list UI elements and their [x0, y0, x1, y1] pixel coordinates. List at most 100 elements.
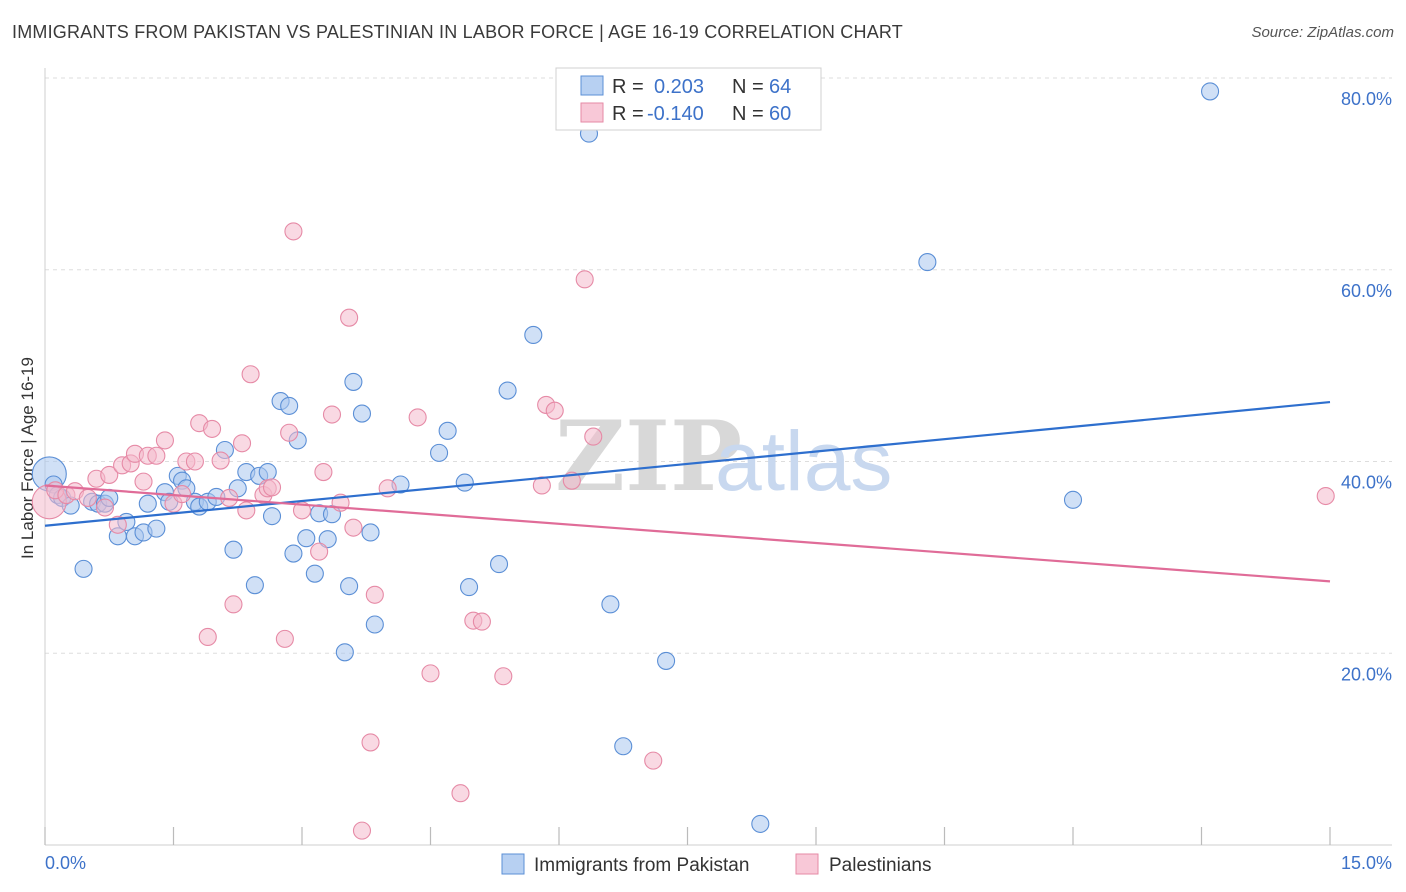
pakistan-point [224, 540, 243, 559]
palestinian-point [262, 478, 282, 497]
points-layer [31, 82, 1335, 840]
palestinian-point [147, 446, 166, 465]
palestinian-point [232, 434, 252, 453]
pakistan-point [305, 564, 324, 583]
pakistan-point [138, 494, 157, 513]
palestinian-point [421, 664, 440, 683]
pakistan-point [1201, 82, 1220, 101]
pakistan-point [459, 578, 479, 597]
pakistan-point [524, 325, 543, 344]
pakistan-point [318, 530, 337, 549]
palestinian-point [451, 784, 470, 803]
stats-legend: R = 0.203 N = 64 R = -0.140 N = 60 [555, 67, 822, 131]
source-label: Source: ZipAtlas.com [1251, 24, 1394, 41]
palestinian-point [241, 365, 260, 384]
palestinian-point [344, 518, 363, 537]
pakistan-point [601, 595, 620, 614]
palestinian-point [108, 515, 127, 534]
palestinian-point [275, 629, 294, 648]
pakistan-trend-line [44, 400, 1331, 527]
palestinian-point [545, 401, 564, 420]
watermark-zip: ZIP [555, 400, 742, 513]
palestinian-point [198, 627, 217, 647]
palestinian-point [314, 462, 333, 482]
bottom-legend-label-pakistan: Immigrants from Pakistan [534, 855, 749, 876]
pakistan-point [365, 615, 384, 634]
watermark-atlas: atlas [715, 414, 892, 508]
chart-title: IMMIGRANTS FROM PAKISTAN VS PALESTINIAN … [12, 22, 903, 42]
trend-layer [44, 400, 1331, 583]
palestinian-point [584, 427, 603, 446]
palestinian-point [352, 821, 372, 840]
pakistan-point [280, 396, 299, 415]
palestinian-point [310, 542, 329, 561]
legend-r-value-2: -0.140 [647, 103, 704, 125]
pakistan-point [284, 544, 303, 563]
pakistan-point [455, 473, 474, 492]
palestinian-point [155, 431, 174, 450]
pakistan-point [258, 462, 277, 482]
palestinian-point [134, 472, 153, 491]
legend-r-value-1: 0.203 [654, 76, 704, 98]
palestinian-point [203, 419, 222, 438]
legend-swatch-pink [580, 102, 604, 123]
legend-r-label-1: R = [612, 76, 644, 98]
palestinian-point [185, 452, 204, 471]
palestinian-point [365, 585, 384, 604]
pakistan-point [245, 576, 264, 595]
palestinian-point [95, 498, 115, 517]
palestinian-point [322, 405, 342, 424]
pakistan-point [352, 404, 372, 423]
palestinian-point [1316, 486, 1335, 506]
palestinian-point [78, 488, 97, 507]
series-legend: Immigrants from Pakistan Palestinians [501, 853, 931, 876]
legend-swatch-blue [580, 75, 604, 96]
pakistan-point [262, 507, 282, 526]
pakistan-point [430, 443, 449, 462]
palestinian-point [575, 270, 594, 289]
palestinian-point [472, 612, 491, 631]
watermark: ZIP atlas [555, 400, 892, 513]
pakistan-point [1063, 490, 1083, 509]
palestinian-point [408, 408, 427, 427]
pakistan-point [147, 519, 166, 538]
palestinian-point [494, 667, 513, 686]
x-tick-label-min: 0.0% [45, 853, 86, 873]
bottom-legend-swatch-pakistan [501, 853, 525, 875]
palestinian-point [237, 501, 256, 520]
palestinian-trend-line [44, 484, 1331, 583]
axis-layer: 20.0% 40.0% 60.0% 80.0% 0.0% 15.0% [44, 68, 1392, 873]
pakistan-point [751, 814, 770, 833]
pakistan-point [918, 253, 937, 272]
y-tick-label: 80.0% [1341, 89, 1392, 109]
legend-n-value-1: 64 [769, 76, 791, 98]
palestinian-point [644, 751, 663, 770]
y-tick-label: 40.0% [1341, 473, 1392, 493]
pakistan-point [340, 577, 359, 596]
bottom-legend-swatch-palestinians [795, 853, 819, 875]
legend-n-label-1: N = [732, 76, 764, 98]
pakistan-point [657, 651, 676, 670]
palestinian-point [211, 451, 230, 470]
pakistan-point [361, 523, 380, 542]
palestinian-point [100, 465, 119, 484]
pakistan-point [344, 372, 363, 391]
palestinian-point [284, 222, 303, 241]
palestinian-point [173, 485, 192, 504]
pakistan-point [74, 559, 93, 578]
pakistan-point [297, 529, 316, 548]
y-tick-label: 60.0% [1341, 281, 1392, 301]
legend-n-value-2: 60 [769, 103, 791, 125]
pakistan-point [335, 643, 354, 662]
pakistan-point [489, 555, 509, 574]
y-tick-label: 20.0% [1341, 664, 1392, 684]
palestinian-point [280, 423, 299, 442]
legend-r-label-2: R = [612, 103, 644, 125]
pakistan-point [498, 381, 517, 400]
grid-layer [45, 77, 1392, 654]
bottom-legend-label-palestinians: Palestinians [829, 855, 931, 876]
legend-n-label-2: N = [732, 103, 764, 125]
x-tick-label-max: 15.0% [1341, 853, 1392, 873]
palestinian-point [361, 733, 380, 752]
